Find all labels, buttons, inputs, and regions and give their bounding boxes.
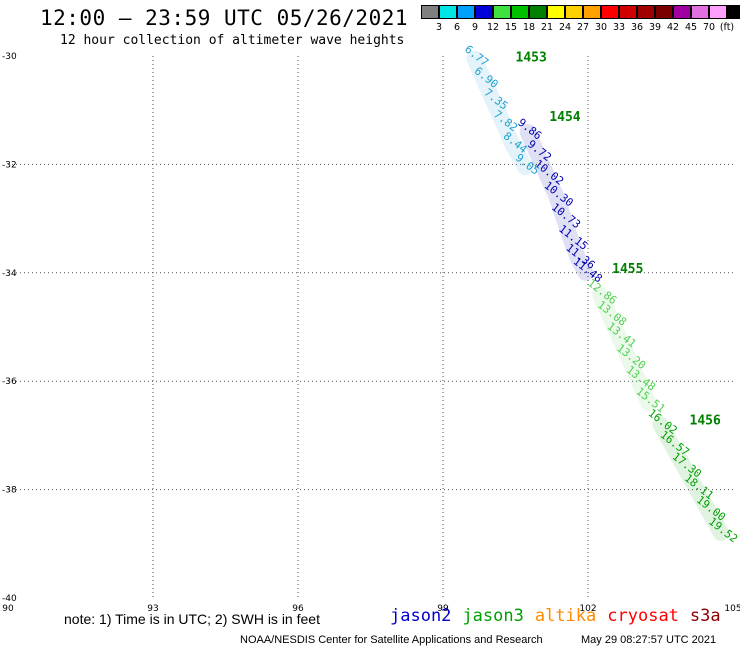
- colorbar-label: 45: [684, 22, 698, 33]
- x-tick-label: 99: [437, 604, 449, 614]
- satellite-legend: jason2 jason3 altika cryosat s3a: [390, 606, 732, 626]
- colorbar-label: 9: [471, 22, 479, 33]
- x-tick-label: 102: [579, 604, 596, 614]
- pass-time-label: 1454: [549, 110, 580, 125]
- colorbar-label: 24: [558, 22, 572, 33]
- colorbar-swatch: [655, 5, 673, 19]
- colorbar-swatch: [511, 5, 529, 19]
- colorbar-label: 42: [666, 22, 680, 33]
- colorbar-label: 15: [504, 22, 518, 33]
- colorbar-label: 27: [576, 22, 590, 33]
- y-tick-label: -38: [2, 486, 17, 496]
- pass-time-label: 1453: [516, 50, 547, 65]
- colorbar-swatch: [421, 5, 439, 19]
- colorbar-swatch: [619, 5, 637, 19]
- colorbar-swatch: [709, 5, 727, 19]
- chart-title: 12:00 – 23:59 UTC 05/26/2021: [40, 6, 409, 30]
- colorbar-swatch: [475, 5, 493, 19]
- colorbar-swatch: [601, 5, 619, 19]
- chart-subtitle: 12 hour collection of altimeter wave hei…: [60, 33, 405, 48]
- legend-item-jason2: jason2: [390, 606, 452, 626]
- y-tick-label: -36: [2, 377, 17, 387]
- x-tick-label: 90: [2, 604, 14, 614]
- colorbar-label: 36: [630, 22, 644, 33]
- y-tick-label: -34: [2, 269, 17, 279]
- colorbar-swatch: [493, 5, 511, 19]
- colorbar-swatch: [547, 5, 565, 19]
- y-tick-label: -32: [2, 160, 17, 170]
- units-note: note: 1) Time is in UTC; 2) SWH is in fe…: [64, 611, 320, 627]
- colorbar-label: 3: [435, 22, 443, 33]
- colorbar-label: 70: [702, 22, 716, 33]
- colorbar-label: 21: [540, 22, 554, 33]
- colorbar-label: 30: [594, 22, 608, 33]
- swath-track: [519, 123, 594, 281]
- legend-item-s3a: s3a: [689, 606, 721, 626]
- colorbar-swatch: [727, 5, 740, 19]
- colorbar-label: 12: [486, 22, 500, 33]
- colorbar-label: 33: [612, 22, 626, 33]
- x-tick-label: 105: [724, 604, 740, 614]
- colorbar-swatch: [439, 5, 457, 19]
- colorbar-label: 18: [522, 22, 536, 33]
- swath-track: [652, 416, 729, 541]
- credit-text: NOAA/NESDIS Center for Satellite Applica…: [240, 634, 543, 646]
- legend-item-jason3: jason3: [462, 606, 524, 626]
- colorbar-swatch: [457, 5, 475, 19]
- colorbar-swatch: [529, 5, 547, 19]
- x-tick-label: 93: [147, 604, 158, 614]
- colorbar-swatch: [691, 5, 709, 19]
- pass-time-label: 1455: [612, 262, 643, 277]
- swath-track: [466, 50, 534, 176]
- colorbar-label: 39: [648, 22, 662, 33]
- colorbar-swatch: [673, 5, 691, 19]
- colorbar-label: (ft): [719, 22, 735, 33]
- generated-timestamp: May 29 08:27:57 UTC 2021: [581, 634, 717, 646]
- legend-item-cryosat: cryosat: [607, 606, 679, 626]
- x-tick-label: 96: [292, 604, 304, 614]
- y-tick-label: -40: [2, 594, 17, 604]
- colorbar-swatch: [637, 5, 655, 19]
- legend-item-altika: altika: [534, 606, 597, 626]
- colorbar-swatch: [583, 5, 601, 19]
- pass-time-label: 1456: [690, 414, 721, 429]
- colorbar-label: 6: [453, 22, 461, 33]
- y-tick-label: -30: [2, 52, 17, 62]
- swath-track: [592, 286, 657, 411]
- colorbar-swatch: [565, 5, 583, 19]
